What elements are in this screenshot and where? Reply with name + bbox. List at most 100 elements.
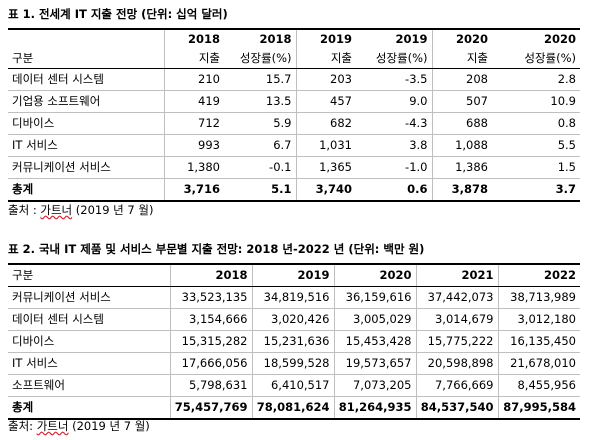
total-cell: 3,716 [164,178,224,202]
table-cell: 13.5 [224,90,297,113]
table1-sub-header: 성장률(%) [492,49,580,69]
table-cell: 3,154,666 [170,308,253,331]
table-cell: 17,666,056 [170,352,253,375]
table-cell: 3.8 [356,134,433,157]
table1-year-header: 2020 [432,28,492,49]
table-cell: 682 [296,112,356,135]
table-cell: 18,599,528 [252,352,335,375]
table-cell: 5.5 [492,134,580,157]
total-cell: 81,264,935 [334,396,417,420]
table-cell: 15,775,222 [416,330,499,353]
table2-category-header: 구분 [8,263,171,287]
table-cell: 7,073,205 [334,374,417,397]
row-label: 기업용 소프트웨어 [8,90,165,113]
table2-year-header: 2020 [334,263,417,287]
table-cell: 0.8 [492,112,580,135]
table2-year-header: 2019 [252,263,335,287]
table-cell: 5.9 [224,112,297,135]
table1-source: 출처 : 가트너 (2019 년 7 월) [8,202,153,218]
total-row: 총계 75,457,769 78,081,624 81,264,935 84,5… [8,396,580,420]
table-cell: 15,315,282 [170,330,253,353]
table-row: IT 서비스 17,666,056 18,599,528 19,573,657 … [8,352,580,375]
table2-source: 출처: 가트너 (2019 년 7 월) [8,418,150,434]
table-row: 데이터 센터 시스템 3,154,666 3,020,426 3,005,029… [8,308,580,331]
table-cell: 38,713,989 [498,286,580,309]
table1-year-header: 2018 [164,28,224,49]
table1-header-blank [8,28,165,49]
table-cell: 7,766,669 [416,374,499,397]
row-label: 디바이스 [8,112,165,135]
table1-year-header: 2020 [492,28,580,49]
table-row: IT 서비스 993 6.7 1,031 3.8 1,088 5.5 [8,134,580,157]
table-cell: 15.7 [224,68,297,91]
table-cell: 36,159,616 [334,286,417,309]
table-cell: -4.3 [356,112,433,135]
total-cell: 5.1 [224,178,297,202]
table-cell: 993 [164,134,224,157]
table-cell: 19,573,657 [334,352,417,375]
table-cell: -1.0 [356,156,433,179]
table-cell: 34,819,516 [252,286,335,309]
table-cell: 3,014,679 [416,308,499,331]
table1-category-header: 구분 [8,49,165,69]
row-label: 커뮤니케이션 서비스 [8,286,171,309]
total-cell: 3.7 [492,178,580,202]
table2-year-header: 2021 [416,263,499,287]
table2-caption: 표 2. 국내 IT 제품 및 서비스 부문별 지출 전망: 2018 년-20… [8,242,425,256]
table-cell: 1.5 [492,156,580,179]
table-cell: 37,442,073 [416,286,499,309]
table1-sub-header: 지출 [296,49,356,69]
total-cell: 0.6 [356,178,433,202]
table-cell: 3,005,029 [334,308,417,331]
table-cell: 20,598,898 [416,352,499,375]
table2-year-header: 2022 [498,263,580,287]
table-row: 디바이스 712 5.9 682 -4.3 688 0.8 [8,112,580,135]
total-row: 총계 3,716 5.1 3,740 0.6 3,878 3.7 [8,178,580,202]
total-cell: 3,878 [432,178,492,202]
total-cell: 78,081,624 [252,396,335,420]
table1-year-header: 2019 [296,28,356,49]
table-cell: 1,088 [432,134,492,157]
table-row: 기업용 소프트웨어 419 13.5 457 9.0 507 10.9 [8,90,580,113]
table-cell: 1,365 [296,156,356,179]
table-cell: 3,012,180 [498,308,580,331]
table-cell: 419 [164,90,224,113]
table1-sub-header-row: 구분 지출 성장률(%) 지출 성장률(%) 지출 성장률(%) [8,49,580,69]
table-row: 소프트웨어 5,798,631 6,410,517 7,073,205 7,76… [8,374,580,397]
total-cell: 75,457,769 [170,396,253,420]
table-cell: 6.7 [224,134,297,157]
row-label: 데이터 센터 시스템 [8,308,171,331]
table-cell: 3,020,426 [252,308,335,331]
table-cell: 9.0 [356,90,433,113]
source-name: 가트너 [40,203,73,217]
table-cell: 15,453,428 [334,330,417,353]
source-name: 가트너 [36,419,69,433]
table1-sub-header: 성장률(%) [356,49,433,69]
source-date: (2019 년 7 월) [68,419,150,433]
table-cell: -0.1 [224,156,297,179]
table-cell: 16,135,450 [498,330,580,353]
row-label: 커뮤니케이션 서비스 [8,156,165,179]
table1-sub-header: 지출 [164,49,224,69]
total-cell: 3,740 [296,178,356,202]
table-row: 커뮤니케이션 서비스 1,380 -0.1 1,365 -1.0 1,386 1… [8,156,580,179]
source-prefix: 출처 : [8,203,41,217]
table-cell: 5,798,631 [170,374,253,397]
table-cell: 1,386 [432,156,492,179]
table-cell: 8,455,956 [498,374,580,397]
table2-header-row: 구분 2018 2019 2020 2021 2022 [8,263,580,287]
source-prefix: 출처: [8,419,37,433]
table-cell: 457 [296,90,356,113]
table-cell: 6,410,517 [252,374,335,397]
table-cell: 507 [432,90,492,113]
table-cell: 688 [432,112,492,135]
row-label: 데이터 센터 시스템 [8,68,165,91]
table-cell: 10.9 [492,90,580,113]
table-cell: 712 [164,112,224,135]
table-cell: -3.5 [356,68,433,91]
table1-year-header-row: 2018 2018 2019 2019 2020 2020 [8,28,580,49]
total-label: 총계 [8,178,165,202]
table2-year-header: 2018 [170,263,253,287]
table-cell: 203 [296,68,356,91]
table-cell: 208 [432,68,492,91]
